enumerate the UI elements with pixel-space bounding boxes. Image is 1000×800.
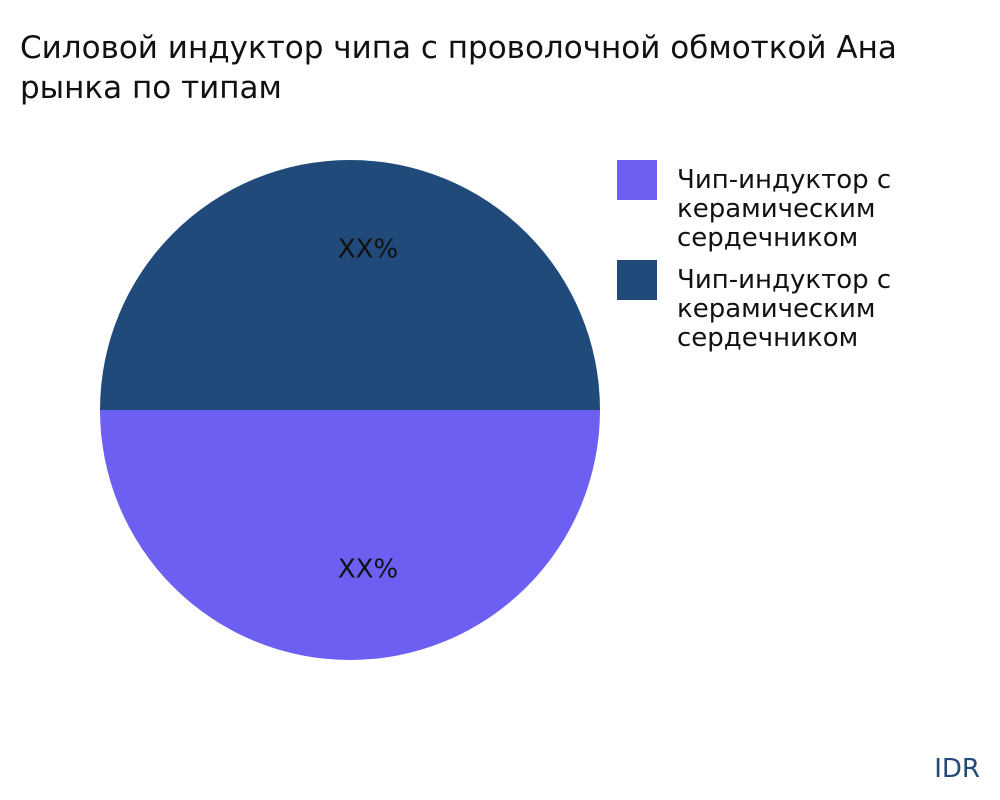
title-line: Силовой индуктор чипа с проволочной обмо…: [20, 30, 897, 66]
legend-label: Чип-индуктор с керамическим сердечником: [677, 165, 892, 253]
legend-swatch: [617, 260, 657, 300]
slice-label: XX%: [338, 555, 398, 585]
legend-swatch: [617, 160, 657, 200]
pie-slice: [100, 160, 600, 410]
slice-label: XX%: [338, 235, 398, 265]
legend-item: Чип-индуктор с керамическим сердечником: [617, 160, 927, 253]
legend-item: Чип-индуктор с керамическим сердечником: [617, 260, 927, 353]
source: IDR: [934, 754, 980, 784]
legend-label: Чип-индуктор с керамическим сердечником: [677, 265, 892, 353]
title-line: рынка по типам: [20, 70, 282, 106]
chart-title: Силовой индуктор чипа с проволочной обмо…: [20, 28, 897, 108]
pie-slice: [100, 410, 600, 660]
